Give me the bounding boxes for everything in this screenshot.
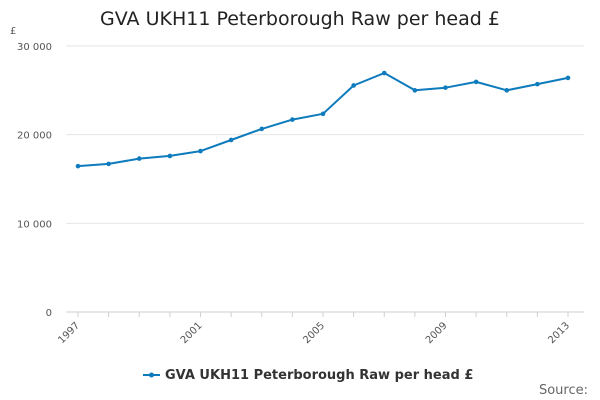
data-point[interactable] <box>75 163 81 169</box>
data-point[interactable] <box>443 85 448 90</box>
data-point[interactable] <box>412 88 418 93</box>
legend-label: GVA UKH11 Peterborough Raw per head £ <box>165 368 473 383</box>
series-line[interactable] <box>77 72 569 168</box>
data-point[interactable] <box>320 111 326 117</box>
data-point[interactable] <box>228 137 234 143</box>
legend[interactable]: GVA UKH11 Peterborough Raw per head £ <box>143 368 473 383</box>
data-point[interactable] <box>535 81 540 87</box>
x-tick-label: 2013 <box>546 320 572 346</box>
data-point[interactable] <box>136 156 142 161</box>
x-tick-label: 2001 <box>179 320 205 346</box>
data-point[interactable] <box>473 79 479 85</box>
y-unit-label: £ <box>10 26 16 37</box>
x-tick-label: 2005 <box>301 320 327 346</box>
y-tick-label: 0 <box>46 308 52 319</box>
data-point[interactable] <box>167 153 173 159</box>
data-point[interactable] <box>106 161 111 167</box>
data-point[interactable] <box>381 70 387 76</box>
x-tick-label: 2009 <box>424 320 450 346</box>
data-point[interactable] <box>565 75 571 81</box>
data-point[interactable] <box>198 148 203 154</box>
y-tick-label: 30 000 <box>17 42 52 53</box>
y-tick-label: 20 000 <box>17 131 52 142</box>
data-point[interactable] <box>259 126 265 132</box>
chart-title: GVA UKH11 Peterborough Raw per head £ <box>100 8 500 30</box>
y-tick-label: 10 000 <box>17 219 52 230</box>
grid <box>66 45 584 224</box>
data-point[interactable] <box>351 83 356 88</box>
data-point[interactable] <box>290 117 295 122</box>
data-point[interactable] <box>504 88 510 93</box>
x-tick-label: 1997 <box>56 320 82 346</box>
series-layer <box>75 70 571 169</box>
source-label[interactable]: Source: <box>539 383 588 398</box>
legend-marker-swatch <box>149 372 154 378</box>
